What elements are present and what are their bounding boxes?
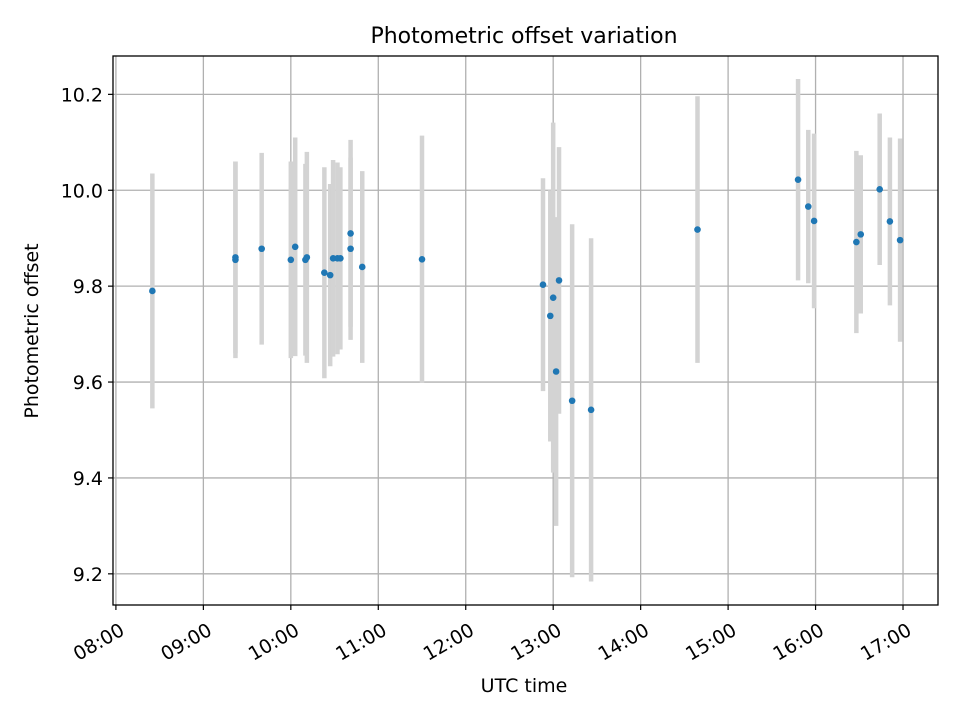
data-point	[794, 176, 802, 184]
x-tick-label: 15:00	[682, 619, 740, 665]
data-point	[303, 254, 311, 261]
data-point	[568, 397, 576, 405]
x-tick-label: 16:00	[769, 619, 827, 665]
data-point	[337, 255, 344, 262]
data-point	[549, 294, 557, 301]
data-point	[358, 263, 366, 271]
y-tick-label: 9.6	[73, 372, 103, 394]
data-point	[539, 281, 547, 289]
data-point	[258, 245, 265, 253]
data-point	[555, 277, 563, 284]
error-bars	[150, 79, 903, 582]
x-axis-label: UTC time	[481, 675, 568, 697]
y-tick-label: 9.8	[73, 276, 103, 298]
y-axis: 9.2 9.4 9.6 9.8 10.0 10.2	[61, 84, 113, 586]
x-tick-label: 13:00	[507, 619, 565, 665]
data-point	[347, 230, 354, 237]
data-point	[552, 368, 560, 375]
x-tick-label: 09:00	[157, 619, 215, 665]
data-point	[587, 406, 595, 414]
data-point	[287, 256, 295, 264]
data-point	[886, 218, 894, 225]
data-point	[876, 185, 883, 193]
data-point	[418, 255, 426, 263]
x-tick-label: 08:00	[70, 619, 128, 665]
x-tick-label: 11:00	[332, 619, 390, 665]
data-point	[810, 217, 818, 225]
data-point	[896, 236, 904, 244]
plot-frame	[112, 55, 939, 606]
data-point	[546, 312, 554, 320]
x-tick-label: 14:00	[595, 619, 653, 665]
data-point	[804, 203, 812, 210]
data-point	[857, 231, 865, 238]
y-axis-label: Photometric offset	[21, 243, 43, 418]
data-point	[347, 245, 354, 253]
data-points	[149, 176, 904, 414]
data-point	[291, 243, 299, 251]
y-tick-label: 10.2	[61, 84, 103, 106]
data-point	[326, 271, 334, 279]
data-point	[321, 269, 328, 277]
data-point	[694, 226, 701, 233]
x-tick-label: 12:00	[420, 619, 478, 665]
x-axis: 08:00 09:00 10:00 11:00 12:00 13:00 14:00 15:00…	[70, 605, 915, 665]
y-tick-label: 9.2	[73, 564, 103, 586]
y-tick-label: 10.0	[61, 180, 103, 202]
chart-title: Photometric offset variation	[370, 24, 677, 49]
x-tick-label: 10:00	[245, 619, 303, 665]
data-point	[853, 238, 860, 246]
data-point	[232, 254, 239, 261]
data-point	[149, 287, 156, 295]
x-tick-label: 17:00	[857, 619, 915, 665]
y-tick-label: 9.4	[73, 468, 103, 490]
